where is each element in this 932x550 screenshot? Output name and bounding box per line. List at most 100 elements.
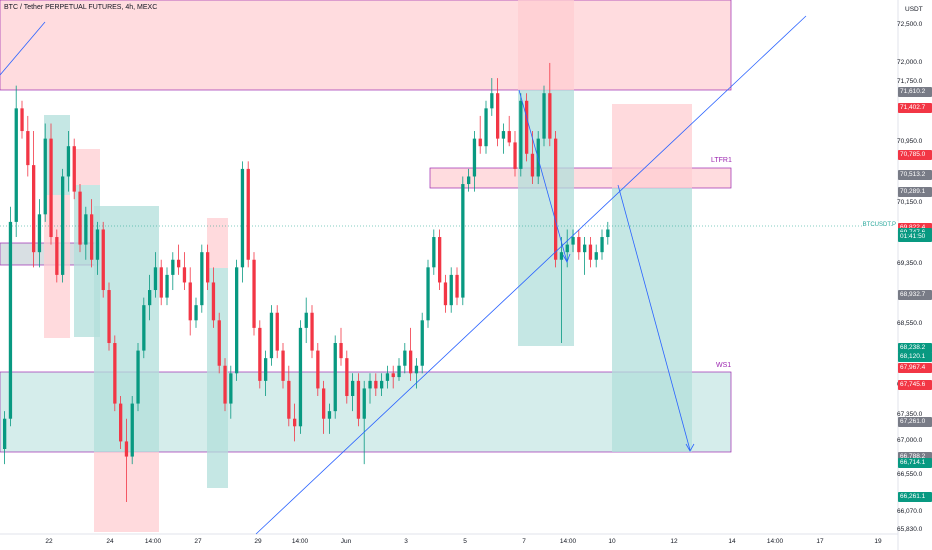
price-tag: 71,610.2 <box>898 87 932 98</box>
time-axis-label: 24 <box>106 538 114 545</box>
candle-body <box>403 350 407 366</box>
price-tag: 01:41:50 <box>898 232 932 243</box>
candle-body <box>8 221 13 419</box>
price-tag: 66,261.1 <box>898 492 932 503</box>
candle-body <box>275 312 279 351</box>
candle-body <box>409 350 413 374</box>
position-box <box>207 268 228 488</box>
time-axis-label: Jun <box>340 538 352 545</box>
candle-body <box>362 388 366 419</box>
candle-body <box>258 327 262 381</box>
candle-body <box>119 403 123 442</box>
price-tag: 70,289.1 <box>898 187 932 198</box>
price-axis-label: 66,070.0 <box>897 507 923 515</box>
candle-body <box>322 388 326 419</box>
candle-body <box>101 229 105 291</box>
candle-body <box>565 244 569 253</box>
price-axis-label: 70,150.0 <box>897 198 923 206</box>
candle-body <box>426 267 430 321</box>
candle-body <box>316 350 320 389</box>
candle-body <box>124 441 129 457</box>
candle-body <box>235 267 239 374</box>
candle-body <box>420 320 424 366</box>
price-axis-label: 67,350.0 <box>897 410 923 418</box>
candle-body <box>130 403 134 457</box>
price-tag: 69,822.4 <box>898 222 932 233</box>
candle-body <box>3 418 7 449</box>
candle-body <box>78 191 82 245</box>
candle-body <box>159 267 163 298</box>
time-axis-label: 14:00 <box>144 538 162 545</box>
candle-body <box>148 290 152 306</box>
candle-body <box>467 176 471 185</box>
candle-body <box>252 259 256 328</box>
candle-body <box>246 168 250 260</box>
candle-body <box>391 373 395 378</box>
candle-body <box>240 168 245 268</box>
candle-body <box>594 252 598 260</box>
candle-body <box>177 259 181 268</box>
candle-body <box>269 312 274 359</box>
candle-body <box>490 93 494 109</box>
candle-body <box>478 138 482 147</box>
time-axis-label: 3 <box>404 538 408 545</box>
candle-body <box>472 138 477 177</box>
candle-body <box>519 100 523 169</box>
time-axis-label: 5 <box>463 538 467 545</box>
symbol-tag: BTCUSDT.P <box>862 221 898 230</box>
price-tag: 67,967.4 <box>898 363 932 374</box>
candle-body <box>449 274 453 306</box>
candle-body <box>600 237 604 253</box>
arrowhead <box>562 253 571 263</box>
candle-body <box>113 343 117 404</box>
candle-body <box>577 237 581 253</box>
time-axis-label: 12 <box>670 538 678 545</box>
candle-body <box>345 358 349 397</box>
price-axis-label: 72,500.0 <box>897 21 923 29</box>
candle-body <box>293 418 297 427</box>
candle-body <box>264 358 268 381</box>
candle-body <box>26 131 30 166</box>
candle-body <box>542 93 546 139</box>
price-tag: 67,745.6 <box>898 379 932 390</box>
price-tag: 67,261.0 <box>898 416 932 427</box>
candle-body <box>49 138 53 238</box>
price-axis-label: 67,000.0 <box>897 437 923 445</box>
position-box <box>74 149 100 185</box>
chart-title: BTC / Tether PERPETUAL FUTURES, 4h, MEXC <box>4 4 158 11</box>
candle-body <box>14 108 18 222</box>
candle-body <box>304 312 308 328</box>
candle-body <box>223 365 227 404</box>
price-tag: 68,238.2 <box>898 342 932 353</box>
price-tag: 71,402.7 <box>898 103 932 114</box>
arrowhead <box>685 443 695 452</box>
candle-body <box>194 305 198 321</box>
candle-body <box>55 237 59 275</box>
candle-body <box>95 229 100 260</box>
time-axis-label: 14:00 <box>291 538 309 545</box>
candle-body <box>327 411 332 419</box>
candle-body <box>72 146 76 192</box>
candle-body <box>66 146 71 177</box>
currency-unit[interactable]: USDT <box>905 6 923 13</box>
time-axis-label: 27 <box>194 538 202 545</box>
candle-body <box>61 176 65 275</box>
candle-body <box>385 373 390 381</box>
supply-zone <box>0 0 732 91</box>
price-axis-label: 66,550.0 <box>897 471 923 479</box>
candle-body <box>438 237 442 283</box>
candle-body <box>356 380 361 419</box>
candle-body <box>496 93 500 139</box>
candle-body <box>20 108 24 132</box>
candle-body <box>588 244 593 260</box>
price-axis-label: 68,550.0 <box>897 320 923 328</box>
price-tag: 68,120.1 <box>898 351 932 362</box>
candle-body <box>136 350 140 404</box>
trendline-main <box>255 15 807 535</box>
time-axis-label: 14:00 <box>559 538 577 545</box>
candle-body <box>461 184 465 298</box>
price-axis-label: 65,830.0 <box>897 526 923 533</box>
price-tag: 66,788.2 <box>898 452 932 463</box>
time-axis-label: 17 <box>816 538 824 545</box>
